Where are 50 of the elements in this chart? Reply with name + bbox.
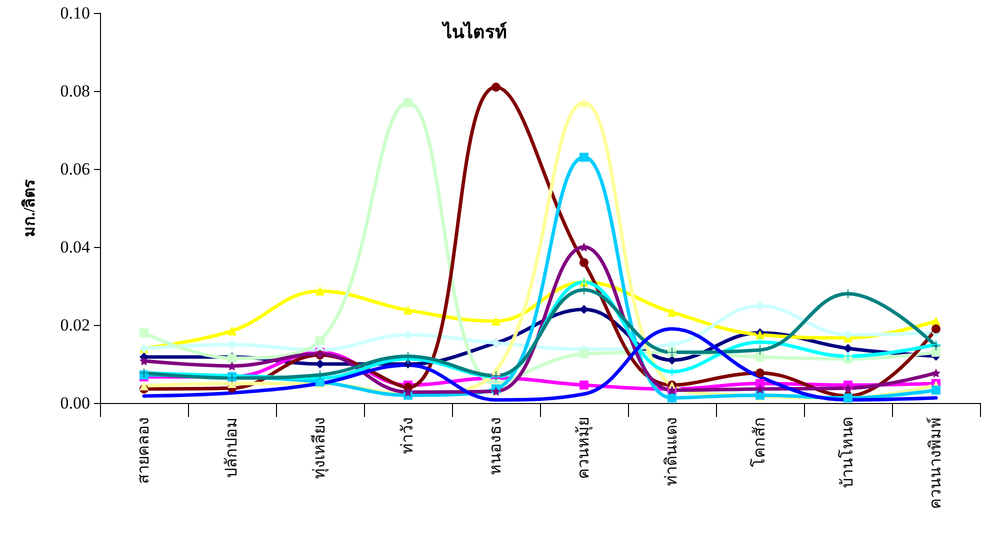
point — [580, 98, 588, 108]
x-tick-label: หนองธง — [488, 417, 504, 475]
point — [140, 381, 148, 390]
text: ไนไตรท์ — [441, 21, 507, 42]
y-tick-label: 0.08 — [60, 82, 90, 100]
point — [580, 258, 588, 268]
x-tick-label: ควนนางพิมพ์ — [926, 417, 944, 509]
point — [492, 386, 500, 396]
y-tick-label: 0.02 — [60, 316, 90, 334]
y-axis-title: มก./ลิตร — [20, 178, 38, 238]
point — [756, 352, 764, 362]
point — [932, 348, 940, 357]
point — [580, 349, 588, 358]
point — [492, 82, 500, 92]
x-tick-label: ควนหมุ้ย — [574, 417, 594, 479]
point — [404, 98, 412, 108]
x-tick-label: โคกสัก — [750, 417, 768, 467]
point — [404, 306, 412, 315]
y-tick-label: 0.04 — [60, 238, 90, 256]
x-tick-label: ท่าดินแดง — [664, 417, 680, 486]
point — [580, 152, 588, 162]
point — [932, 368, 940, 378]
point — [140, 328, 148, 338]
y-tick-label: 0.00 — [60, 394, 90, 412]
point — [844, 384, 852, 393]
point — [404, 360, 412, 368]
x-tick-label: ท่าวัง — [400, 417, 416, 454]
y-tick-label: 0.06 — [60, 160, 90, 178]
point — [932, 386, 940, 395]
point — [228, 326, 236, 336]
point — [932, 316, 940, 326]
point — [932, 324, 940, 334]
point — [756, 384, 764, 394]
point — [668, 340, 676, 349]
point — [756, 379, 764, 388]
point — [844, 344, 852, 353]
point — [316, 286, 324, 296]
x-tick-label: บ้านโหนด — [838, 417, 856, 488]
y-tick-label: 0.10 — [60, 4, 90, 22]
point — [580, 380, 588, 390]
point — [580, 242, 588, 252]
x-tick-label: สายคลอง — [136, 417, 152, 484]
x-tick-label: ทุ่งเหลียง — [310, 417, 330, 479]
point — [756, 368, 764, 378]
point — [316, 336, 324, 346]
point — [668, 308, 676, 317]
x-tick-label: ปลักปอม — [224, 417, 240, 478]
point — [668, 393, 676, 402]
point — [492, 316, 500, 326]
line-series — [142, 327, 938, 402]
